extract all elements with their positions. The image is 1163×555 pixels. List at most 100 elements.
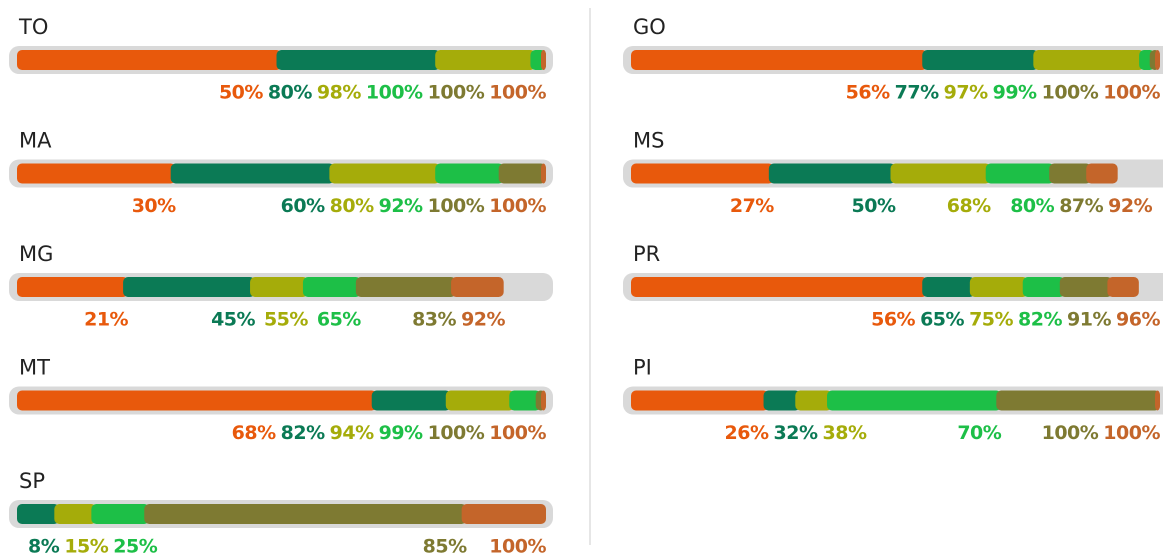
bar-segment [541, 50, 546, 70]
bar-segment [17, 163, 176, 184]
value-label: 15% [64, 536, 108, 555]
state-name: MA [19, 129, 52, 153]
bar-segment [969, 277, 1028, 297]
value-label: 80% [330, 195, 374, 217]
value-label: 38% [823, 422, 867, 444]
bar-segment [631, 390, 769, 411]
state-name: TO [18, 15, 48, 39]
bar-segment [631, 277, 928, 297]
state-name: GO [633, 15, 666, 39]
bar-segment [250, 277, 308, 297]
bar-segment [302, 277, 361, 297]
value-label: 98% [317, 82, 361, 104]
value-label: 85% [423, 536, 467, 555]
bar-segment [54, 504, 97, 524]
value-label: 21% [84, 309, 128, 331]
value-label: 68% [232, 422, 276, 444]
bar-segment [1033, 50, 1145, 70]
value-label: 80% [1010, 195, 1054, 217]
bar-segment [17, 390, 377, 411]
value-label: 100% [366, 82, 423, 104]
value-label: 100% [489, 422, 546, 444]
bar-segment [170, 163, 335, 184]
value-label: 99% [993, 82, 1037, 104]
bar-segment [144, 504, 467, 524]
value-label: 80% [268, 82, 312, 104]
state-name: MS [633, 129, 664, 153]
value-label: 91% [1067, 309, 1111, 331]
value-label: 70% [957, 422, 1001, 444]
value-label: 96% [1116, 309, 1160, 331]
bar-segment [541, 390, 546, 411]
value-label: 8% [28, 536, 60, 555]
bar-segment [985, 163, 1055, 184]
state-name: MG [19, 242, 53, 266]
value-label: 25% [113, 536, 157, 555]
bar-segment [1155, 50, 1160, 70]
state-name: PR [633, 242, 660, 266]
value-label: 65% [317, 309, 361, 331]
value-label: 27% [730, 195, 774, 217]
bar-segment [1049, 163, 1092, 184]
bar-segment [91, 504, 150, 524]
value-label: 100% [428, 422, 485, 444]
value-label: 82% [281, 422, 325, 444]
value-label: 30% [132, 195, 176, 217]
bar-segment [1059, 277, 1113, 297]
value-label: 56% [871, 309, 915, 331]
bar-segment [763, 390, 801, 411]
bar-segment [1155, 390, 1160, 411]
state-name: MT [19, 356, 50, 380]
bar-segment [631, 163, 774, 184]
value-label: 100% [1042, 82, 1099, 104]
value-label: 45% [211, 309, 255, 331]
value-label: 100% [489, 536, 546, 555]
bar-segment [498, 163, 546, 184]
bar-segment [435, 50, 536, 70]
bar-segment [922, 50, 1039, 70]
bar-segment [631, 50, 928, 70]
value-label: 75% [969, 309, 1013, 331]
value-label: 32% [774, 422, 818, 444]
bar-segment [123, 277, 256, 297]
bar-segment [435, 163, 504, 184]
value-label: 100% [489, 195, 546, 217]
value-label: 99% [379, 422, 423, 444]
value-label: 60% [281, 195, 325, 217]
bar-segment [1107, 277, 1139, 297]
value-label: 92% [379, 195, 423, 217]
value-label: 50% [852, 195, 896, 217]
value-label: 55% [264, 309, 308, 331]
value-label: 100% [1042, 422, 1099, 444]
value-label: 83% [412, 309, 456, 331]
value-label: 56% [846, 82, 890, 104]
bar-segment [371, 390, 451, 411]
value-label: 68% [947, 195, 991, 217]
bar-segment [276, 50, 441, 70]
bar-segment [996, 390, 1160, 411]
bar-segment [17, 504, 60, 524]
bar-segment [1086, 163, 1118, 184]
value-label: 87% [1059, 195, 1103, 217]
bar-segment [890, 163, 991, 184]
bar-segment [795, 390, 833, 411]
state-name: PI [633, 356, 652, 380]
bar-segment [445, 390, 515, 411]
value-label: 100% [428, 195, 485, 217]
value-label: 50% [219, 82, 263, 104]
bar-segment [1022, 277, 1065, 297]
value-label: 100% [1103, 82, 1160, 104]
bar-segment [509, 390, 541, 411]
bar-segment [461, 504, 546, 524]
bar-segment [922, 277, 975, 297]
value-label: 92% [461, 309, 505, 331]
value-label: 92% [1108, 195, 1152, 217]
value-label: 97% [944, 82, 988, 104]
value-label: 100% [428, 82, 485, 104]
value-label: 94% [330, 422, 374, 444]
bar-segment [17, 277, 129, 297]
bar-segment [451, 277, 504, 297]
value-label: 82% [1018, 309, 1062, 331]
bar-segment [355, 277, 457, 297]
